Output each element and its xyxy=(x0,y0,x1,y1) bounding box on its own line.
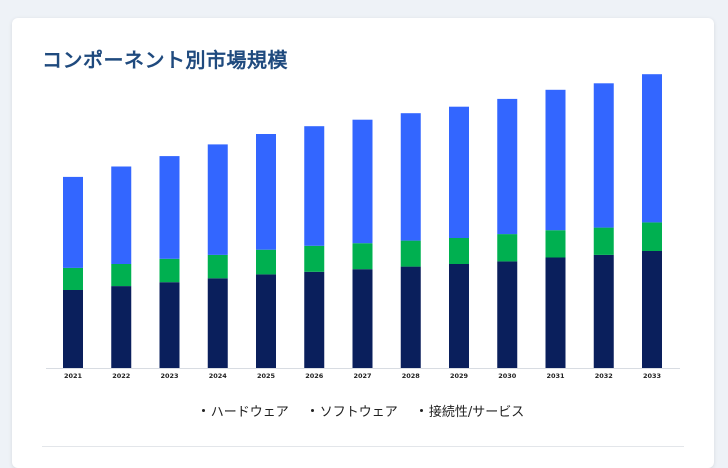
bar-2021-series-0 xyxy=(63,290,83,368)
legend-bullet-icon xyxy=(310,409,314,412)
chart-card: コンポーネント別市場規模 2021 2022 2023 2024 2025 2026 202… xyxy=(12,18,714,468)
bar-2023-series-0 xyxy=(159,282,180,368)
bar-2029-series-1 xyxy=(449,238,469,264)
chart-legend: ハードウェア ソフトウェア 接続性/サービス xyxy=(12,401,714,420)
legend-item-2[interactable]: 接続性/サービス xyxy=(419,401,525,420)
bar-2030-series-2 xyxy=(497,98,518,235)
bar-2027-series-1 xyxy=(352,243,373,270)
bar-2031-series-1 xyxy=(545,230,566,258)
bar-2032-series-1 xyxy=(593,227,614,255)
bar-2030-series-0 xyxy=(497,261,518,368)
bar-2033-series-0 xyxy=(642,251,662,368)
legend-label: ハードウェア xyxy=(210,405,289,420)
bar-2031-series-2 xyxy=(545,89,566,231)
bar-2030-series-1 xyxy=(497,234,518,262)
legend-label: 接続性/サービス xyxy=(428,405,525,420)
bar-2032-series-2 xyxy=(593,83,614,228)
bar-2028-series-1 xyxy=(400,240,421,267)
x-tick-label: 2031 xyxy=(546,372,565,380)
bar-2033-series-1 xyxy=(642,222,662,251)
bar-2026-series-1 xyxy=(304,245,325,272)
x-tick-label: 2026 xyxy=(305,372,324,380)
x-tick-label: 2021 xyxy=(64,372,83,380)
bar-2028-series-0 xyxy=(400,266,421,368)
bar-2022-series-1 xyxy=(111,264,132,287)
bar-2023-series-2 xyxy=(159,156,180,259)
chart-title: コンポーネント別市場規模 xyxy=(42,48,288,72)
legend-item-1[interactable]: ソフトウェア xyxy=(310,401,398,420)
x-tick-label: 2033 xyxy=(643,372,661,380)
bar-2029-series-0 xyxy=(449,264,469,368)
bar-2027-series-0 xyxy=(352,269,373,368)
bar-2024-series-2 xyxy=(207,144,228,255)
x-tick-label: 2022 xyxy=(112,372,130,380)
legend-bullet-icon xyxy=(201,409,205,412)
bar-2026-series-0 xyxy=(304,271,325,368)
x-tick-label: 2027 xyxy=(353,372,371,380)
x-tick-label: 2028 xyxy=(402,372,421,380)
x-tick-label: 2025 xyxy=(257,372,276,380)
legend-item-0[interactable]: ハードウェア xyxy=(201,401,289,420)
bar-2024-series-1 xyxy=(207,254,228,279)
bar-2025-series-1 xyxy=(256,249,276,275)
bar-2025-series-0 xyxy=(256,274,276,368)
x-tick-label: 2024 xyxy=(209,372,228,380)
x-tick-label: 2029 xyxy=(450,372,469,380)
x-tick-label: 2032 xyxy=(595,372,613,380)
legend-bullet-icon xyxy=(419,409,423,412)
bar-2031-series-0 xyxy=(545,257,566,368)
x-tick-label: 2023 xyxy=(160,372,178,380)
bar-2022-series-0 xyxy=(111,286,132,368)
legend-label: ソフトウェア xyxy=(319,405,398,420)
bar-2023-series-1 xyxy=(159,258,180,283)
x-tick-label: 2030 xyxy=(498,372,517,380)
bar-2026-series-2 xyxy=(304,126,325,246)
bar-2022-series-2 xyxy=(111,166,132,264)
bar-2021-series-1 xyxy=(63,267,83,290)
stacked-bar-chart: 2021 2022 2023 2024 2025 2026 2027 2028 2029 2030… xyxy=(46,74,680,380)
bar-2033-series-2 xyxy=(642,74,662,223)
bar-2028-series-2 xyxy=(400,113,421,241)
bar-2025-series-2 xyxy=(256,134,276,250)
bar-2027-series-2 xyxy=(352,119,373,244)
divider xyxy=(42,446,684,447)
bar-2032-series-0 xyxy=(593,254,614,368)
bar-2024-series-0 xyxy=(207,278,228,368)
bar-2029-series-2 xyxy=(449,106,469,238)
bar-2021-series-2 xyxy=(63,176,83,268)
